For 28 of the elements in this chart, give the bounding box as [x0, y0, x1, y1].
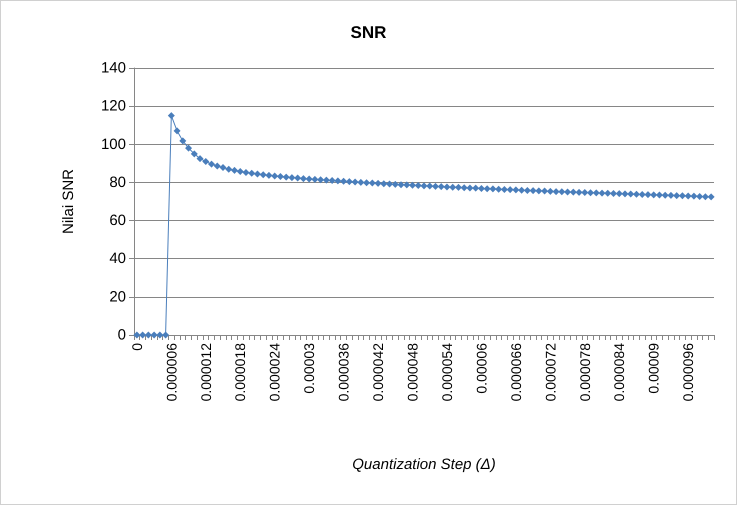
x-tick-label: 0.00003 — [301, 342, 318, 394]
x-tick-label: 0.000084 — [611, 342, 628, 402]
x-tick-label: 0.000018 — [232, 342, 248, 402]
x-tick-label: 0.000024 — [266, 342, 283, 402]
y-tick-label: 20 — [109, 288, 126, 306]
x-tick-label: 0.000078 — [576, 342, 593, 402]
x-tick-label: 0.000012 — [198, 342, 214, 402]
y-tick-label: 0 — [118, 326, 126, 344]
x-tick-label: 0.000072 — [542, 342, 558, 402]
y-tick-label: 40 — [109, 250, 126, 268]
x-tick-label: 0.000048 — [404, 342, 421, 402]
y-tick-label: 60 — [109, 212, 126, 230]
x-tick-label: 0.000096 — [680, 342, 696, 402]
y-tick-label: 140 — [100, 60, 126, 76]
chart-title: SNR — [350, 23, 386, 42]
y-tick-label: 100 — [100, 136, 126, 153]
x-tick-label: 0.00006 — [473, 342, 490, 394]
y-tick-label: 120 — [100, 98, 126, 115]
y-tick-label: 80 — [109, 174, 126, 191]
x-axis-title: Quantization Step (Δ) — [352, 456, 496, 473]
x-tick-label: 0.000042 — [370, 342, 386, 402]
x-tick-label: 0.000066 — [508, 342, 524, 402]
x-tick-label: 0.000036 — [336, 342, 352, 402]
x-tick-label: 0 — [128, 342, 145, 351]
x-tick-label: 0.000006 — [163, 342, 180, 402]
x-tick-label: 0.000054 — [438, 342, 455, 402]
x-tick-label: 0.00009 — [646, 342, 662, 394]
y-axis-title: Nilai SNR — [60, 168, 77, 234]
